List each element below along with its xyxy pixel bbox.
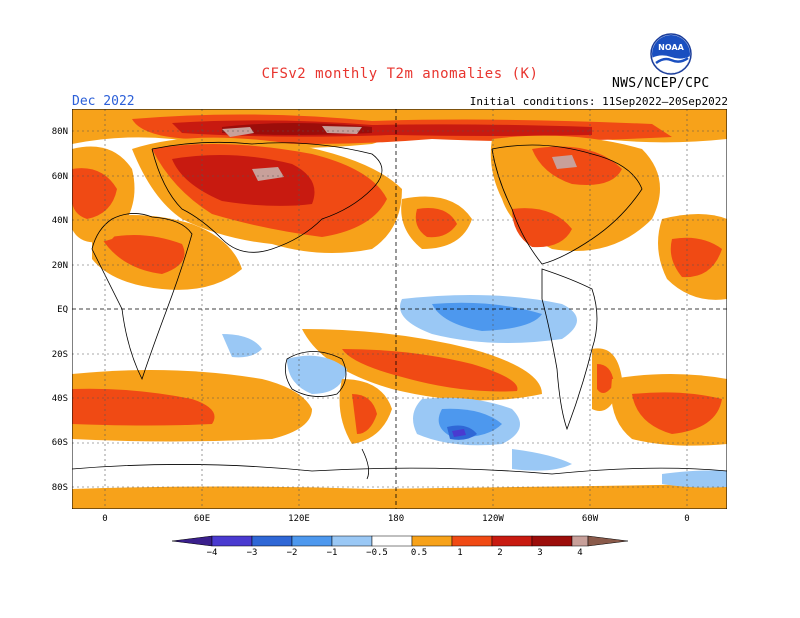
lat-label-40n: 40N — [51, 216, 68, 226]
noaa-logo-icon: NOAA — [650, 33, 692, 75]
map-title: CFSv2 monthly T2m anomalies (K) — [261, 66, 539, 82]
legend-swatch-gt5 — [587, 535, 628, 547]
legend-label-p2: 2 — [497, 548, 503, 558]
anomaly-map — [72, 109, 727, 509]
lon-label-60w: 60W — [581, 514, 599, 524]
lon-label-120w: 120W — [482, 514, 504, 524]
legend-swatch-neutral — [371, 535, 413, 547]
forecast-month: Dec 2022 — [72, 94, 135, 109]
legend-label-neg05: −0.5 — [366, 548, 388, 558]
legend-label-neg1: −1 — [326, 548, 338, 558]
logo-text: NOAA — [658, 43, 684, 52]
lat-label-eq: EQ — [57, 305, 68, 315]
lat-label-20s: 20S — [51, 350, 68, 360]
agency-label: NWS/NCEP/CPC — [612, 76, 710, 91]
lon-label-0-east: 0 — [684, 514, 690, 524]
lon-label-60e: 60E — [193, 514, 211, 524]
legend-swatch-p3-4 — [531, 535, 573, 547]
legend-label-p4: 4 — [577, 548, 583, 558]
lat-label-80n: 80N — [51, 127, 68, 137]
legend-label-p1: 1 — [457, 548, 463, 558]
legend-swatch-p2-3 — [491, 535, 533, 547]
legend-label-p05: 0.5 — [410, 548, 428, 558]
lat-label-80s: 80S — [51, 483, 68, 493]
legend-swatch-p1-2 — [451, 535, 493, 547]
legend-swatch-neg4-neg3 — [211, 535, 253, 547]
lon-label-180: 180 — [387, 514, 405, 524]
legend-swatch-neg2-neg1 — [291, 535, 333, 547]
legend-swatch-neg1-neg05 — [331, 535, 373, 547]
legend-label-p3: 3 — [537, 548, 543, 558]
lat-label-60s: 60S — [51, 438, 68, 448]
lon-label-0: 0 — [102, 514, 108, 524]
initial-conditions: Initial conditions: 11Sep2022–20Sep2022 — [469, 95, 728, 108]
legend-swatch-lt-neg4 — [172, 535, 213, 547]
lat-label-20n: 20N — [51, 261, 68, 271]
legend-label-neg4: −4 — [206, 548, 218, 558]
legend-label-neg3: −3 — [246, 548, 258, 558]
legend-swatch-neg3-neg2 — [251, 535, 293, 547]
legend-swatch-p05-1 — [411, 535, 453, 547]
lat-label-40s: 40S — [51, 394, 68, 404]
lon-label-120e: 120E — [288, 514, 310, 524]
color-legend — [172, 535, 628, 547]
legend-swatch-p4-5 — [571, 535, 589, 547]
legend-label-neg2: −2 — [286, 548, 298, 558]
lat-label-60n: 60N — [51, 172, 68, 182]
